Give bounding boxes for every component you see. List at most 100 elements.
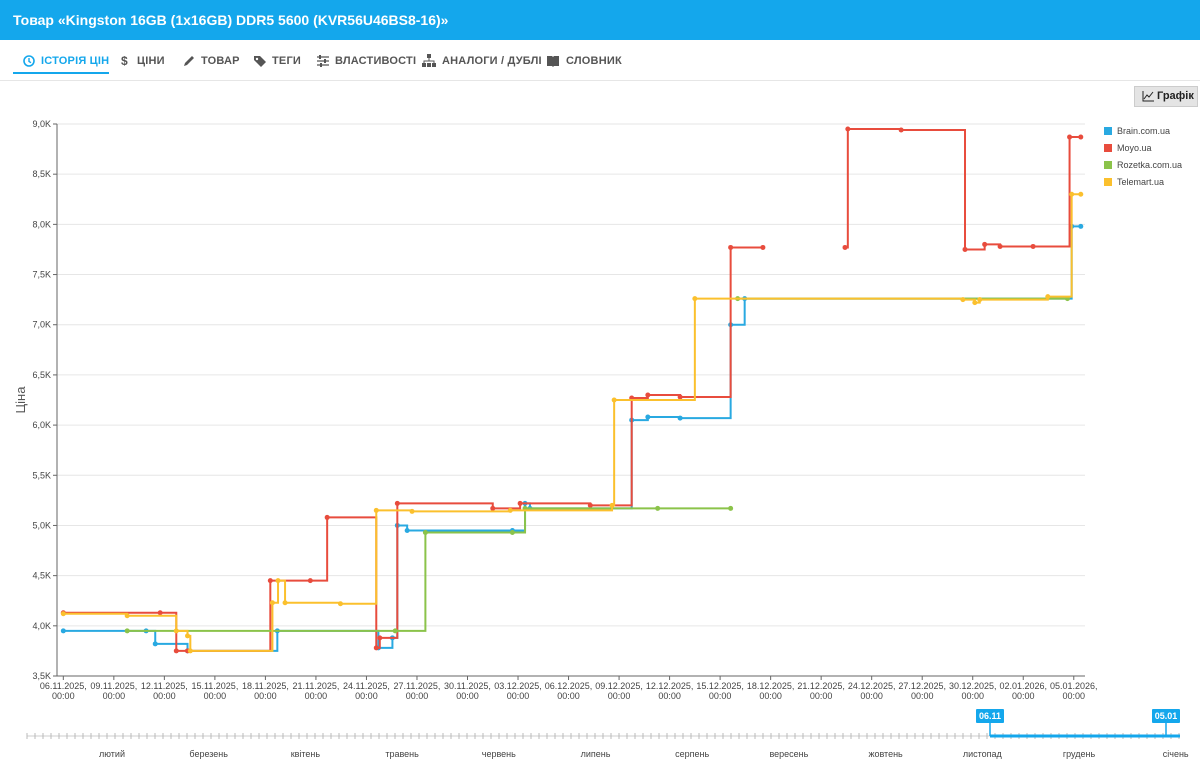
- navigator-handle: [976, 709, 1004, 723]
- x-tick-label: 21.11.2025,: [292, 681, 339, 691]
- data-point: [152, 641, 158, 647]
- x-tick-label: 24.12.2025,: [848, 681, 896, 691]
- legend-swatch: [1104, 127, 1112, 135]
- data-point: [587, 502, 593, 508]
- x-tick-label: 00:00: [1012, 691, 1035, 701]
- series-line: [63, 128, 1081, 652]
- x-tick-label: 00:00: [507, 691, 530, 701]
- tab[interactable]: ЦІНИ: [137, 55, 165, 67]
- navigator-month: вересень: [769, 749, 808, 759]
- x-tick-label: 12.11.2025,: [141, 681, 188, 691]
- data-point: [337, 601, 343, 607]
- data-point: [1078, 223, 1084, 229]
- data-point: [977, 297, 983, 303]
- x-tick-label: 09.11.2025,: [90, 681, 137, 691]
- legend-label: Moyo.ua: [1117, 143, 1152, 153]
- chart-button-label: Графік: [1157, 90, 1194, 102]
- data-point: [173, 628, 179, 634]
- navigator-month: листопад: [963, 749, 1003, 759]
- y-tick-label: 4,0K: [32, 621, 51, 631]
- x-tick-label: 24.11.2025,: [343, 681, 390, 691]
- navigator-month: серпень: [675, 749, 709, 759]
- tag-icon: [254, 56, 266, 67]
- x-tick-label: 00:00: [153, 691, 176, 701]
- x-tick-label: 30.11.2025,: [444, 681, 491, 691]
- data-point: [1078, 191, 1084, 197]
- series-line: [63, 225, 1081, 652]
- dollar-icon: $: [121, 54, 128, 68]
- legend-label: Rozetka.com.ua: [1117, 160, 1182, 170]
- tree-icon: [422, 54, 436, 67]
- x-tick-label: 00:00: [810, 691, 833, 701]
- data-point: [275, 578, 281, 584]
- x-tick-label: 00:00: [103, 691, 126, 701]
- tab[interactable]: ТЕГИ: [272, 55, 301, 67]
- x-tick-label: 00:00: [406, 691, 429, 701]
- data-point: [60, 611, 66, 617]
- data-point: [307, 578, 313, 584]
- page-header: Товар «Kingston 16GB (1x16GB) DDR5 5600 …: [0, 0, 1200, 40]
- navigator-handle-label: 05.01: [1155, 711, 1178, 721]
- series-line: [63, 193, 1081, 652]
- data-point: [269, 600, 275, 606]
- x-tick-label: 30.12.2025,: [949, 681, 997, 691]
- data-point: [728, 505, 734, 511]
- tab[interactable]: АНАЛОГИ / ДУБЛІ: [442, 55, 542, 67]
- x-tick-label: 06.12.2025,: [545, 681, 593, 691]
- data-point: [609, 502, 615, 508]
- x-tick-label: 27.11.2025,: [394, 681, 441, 691]
- data-point: [124, 613, 130, 619]
- data-point: [898, 127, 904, 133]
- data-point: [157, 610, 163, 616]
- y-axis-label: Ціна: [13, 386, 28, 414]
- y-tick-label: 5,5K: [32, 470, 51, 480]
- data-point: [409, 508, 415, 514]
- tab[interactable]: ТОВАР: [201, 55, 240, 67]
- navigator-month: березень: [189, 749, 228, 759]
- data-point: [404, 527, 410, 533]
- sliders-icon: [317, 55, 329, 67]
- tab[interactable]: ВЛАСТИВОСТІ: [335, 55, 417, 67]
- data-point: [655, 505, 661, 511]
- navigator-month: червень: [482, 749, 516, 759]
- data-point: [962, 246, 968, 252]
- tab[interactable]: ІСТОРІЯ ЦІН: [41, 55, 110, 67]
- navigator-handle-label: 06.11: [979, 711, 1001, 721]
- x-tick-label: 06.11.2025,: [40, 681, 87, 691]
- x-tick-label: 05.01.2026,: [1050, 681, 1098, 691]
- x-tick-label: 00:00: [608, 691, 631, 701]
- data-point: [692, 296, 698, 302]
- x-tick-label: 27.12.2025,: [898, 681, 946, 691]
- navigator-month: лютий: [99, 749, 125, 759]
- data-point: [422, 529, 428, 535]
- y-tick-label: 4,5K: [32, 571, 51, 581]
- data-point: [760, 244, 766, 250]
- legend-swatch: [1104, 161, 1112, 169]
- x-tick-label: 00:00: [52, 691, 75, 701]
- chart-icon: [1142, 91, 1154, 102]
- x-tick-label: 00:00: [557, 691, 580, 701]
- data-point: [1045, 294, 1051, 300]
- navigator-month: грудень: [1063, 749, 1096, 759]
- x-tick-label: 03.12.2025,: [494, 681, 542, 691]
- data-point: [124, 628, 130, 634]
- data-point: [1069, 191, 1075, 197]
- data-point: [517, 500, 523, 506]
- x-tick-label: 00:00: [658, 691, 681, 701]
- x-tick-label: 00:00: [204, 691, 227, 701]
- data-point: [645, 414, 651, 420]
- tab[interactable]: СЛОВНИК: [566, 55, 622, 67]
- data-point: [377, 635, 383, 641]
- x-tick-label: 00:00: [254, 691, 277, 701]
- x-tick-label: 02.01.2026,: [999, 681, 1047, 691]
- chart-button[interactable]: Графік: [1134, 86, 1198, 107]
- data-point: [842, 244, 848, 250]
- x-tick-label: 12.12.2025,: [646, 681, 694, 691]
- page-title: Товар «Kingston 16GB (1x16GB) DDR5 5600 …: [13, 12, 449, 28]
- data-point: [185, 633, 191, 639]
- x-tick-label: 00:00: [456, 691, 479, 701]
- y-tick-label: 6,0K: [32, 420, 51, 430]
- navigator-month: травень: [385, 749, 419, 759]
- data-point: [394, 500, 400, 506]
